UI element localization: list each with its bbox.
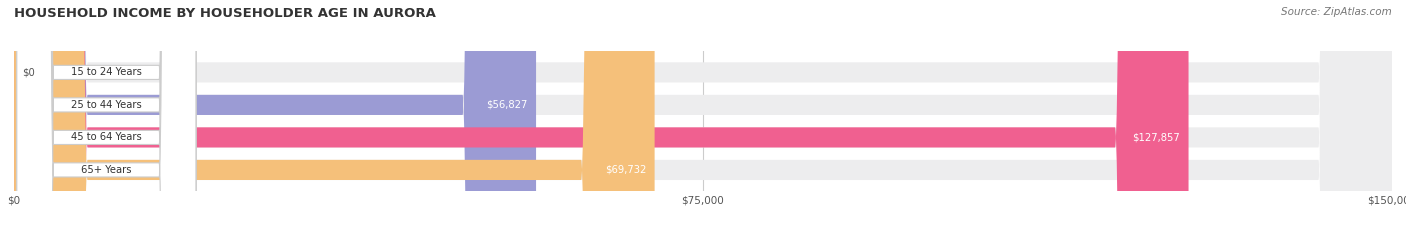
FancyBboxPatch shape — [14, 0, 1188, 233]
FancyBboxPatch shape — [14, 0, 1392, 233]
FancyBboxPatch shape — [14, 0, 536, 233]
Text: 65+ Years: 65+ Years — [82, 165, 132, 175]
FancyBboxPatch shape — [14, 0, 1392, 233]
Text: HOUSEHOLD INCOME BY HOUSEHOLDER AGE IN AURORA: HOUSEHOLD INCOME BY HOUSEHOLDER AGE IN A… — [14, 7, 436, 20]
FancyBboxPatch shape — [14, 0, 1392, 233]
FancyBboxPatch shape — [17, 0, 195, 233]
Text: 15 to 24 Years: 15 to 24 Years — [70, 67, 142, 77]
FancyBboxPatch shape — [17, 0, 195, 233]
Text: $0: $0 — [22, 67, 35, 77]
Text: 45 to 64 Years: 45 to 64 Years — [70, 132, 142, 142]
Text: $69,732: $69,732 — [605, 165, 647, 175]
Text: $56,827: $56,827 — [486, 100, 527, 110]
Text: $127,857: $127,857 — [1132, 132, 1180, 142]
FancyBboxPatch shape — [17, 0, 195, 233]
Text: 25 to 44 Years: 25 to 44 Years — [70, 100, 142, 110]
FancyBboxPatch shape — [14, 0, 1392, 233]
FancyBboxPatch shape — [14, 0, 655, 233]
Text: Source: ZipAtlas.com: Source: ZipAtlas.com — [1281, 7, 1392, 17]
FancyBboxPatch shape — [17, 0, 195, 233]
